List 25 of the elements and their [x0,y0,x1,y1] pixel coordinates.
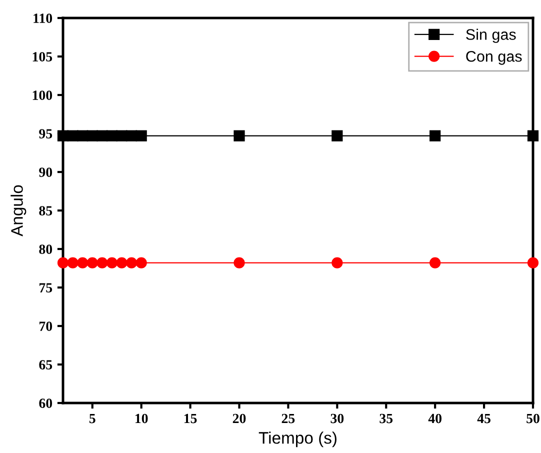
y-tick-label: 100 [32,90,52,100]
x-tick-label: 25 [282,414,295,424]
x-tick-label: 45 [477,414,490,424]
y-tick-label: 105 [32,52,52,62]
y-tick-label: 60 [39,398,52,408]
y-axis-title: Angulo [10,185,26,236]
x-axis-title: Tiempo (s) [258,432,336,448]
y-tick-label: 90 [39,168,52,177]
x-tick-label: 5 [89,414,96,424]
y-tick-label: 75 [39,283,52,292]
x-tick-label: 35 [380,414,393,424]
x-tick-label: 20 [232,414,246,424]
x-tick-label: 15 [184,414,197,424]
y-tick-label: 80 [39,244,52,254]
y-tick-label: 70 [39,322,52,331]
x-tick-label: 40 [428,414,442,424]
y-tick-label: 65 [39,360,52,370]
x-tick-label: 30 [330,414,344,424]
y-tick-label: 85 [39,206,52,216]
legend-label: Con gas [466,50,522,65]
x-tick-label: 50 [526,414,540,424]
y-tick-label: 110 [34,14,52,23]
y-tick-label: 95 [39,129,52,138]
legend-label: Sin gas [466,28,516,43]
x-tick-label: 10 [136,414,148,424]
